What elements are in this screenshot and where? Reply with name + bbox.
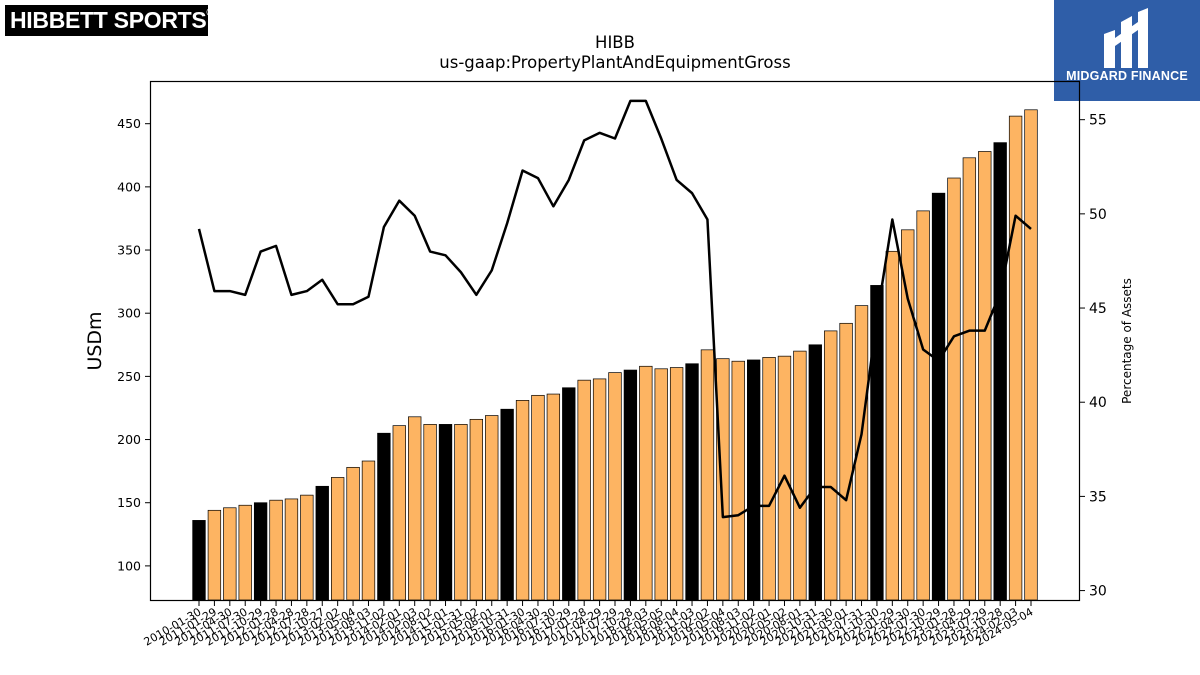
bar xyxy=(284,498,299,601)
y2-tick-label: 45 xyxy=(1089,301,1107,317)
bar xyxy=(438,424,453,601)
bar xyxy=(392,425,406,601)
bar xyxy=(207,509,222,601)
bar xyxy=(808,344,822,601)
bar xyxy=(731,360,745,601)
bar xyxy=(1024,109,1038,601)
percentage-of-assets-line xyxy=(197,99,1032,519)
bar xyxy=(824,330,838,601)
bar xyxy=(454,424,468,601)
bar xyxy=(654,368,668,601)
bar xyxy=(962,157,977,601)
bar xyxy=(485,415,499,601)
bar xyxy=(238,504,252,601)
midgard-finance-logo: MIDGARD FINANCE xyxy=(1054,0,1200,101)
y-tick-label: 150 xyxy=(117,495,141,510)
y-axis-label: USDm xyxy=(84,311,106,370)
bar xyxy=(885,250,900,601)
bar-series xyxy=(192,109,1038,601)
bar xyxy=(947,177,961,601)
left-axis-ticks: 100 150 200 250 300 350 400 450 xyxy=(117,116,151,573)
hibbett-logo-text: HIBBETT SPORTS xyxy=(10,7,207,33)
y-tick-label: 300 xyxy=(117,306,141,321)
bar xyxy=(515,400,530,601)
bar xyxy=(423,424,437,601)
bar xyxy=(916,210,930,601)
bar xyxy=(978,151,992,601)
y-tick-label: 200 xyxy=(117,432,141,447)
bar xyxy=(377,432,391,601)
bar xyxy=(716,358,730,601)
bar xyxy=(1008,115,1023,601)
chart-subtitle: us-gaap:PropertyPlantAndEquipmentGross xyxy=(439,53,790,72)
bar xyxy=(700,349,715,601)
y2-axis-label: Percentage of Assets xyxy=(1120,278,1134,404)
y-tick-label: 100 xyxy=(117,558,141,573)
bar xyxy=(839,322,853,601)
bar xyxy=(192,520,206,601)
midgard-finance-name: MIDGARD FINANCE xyxy=(1066,69,1188,83)
bar xyxy=(469,418,483,601)
y2-tick-label: 35 xyxy=(1089,489,1107,505)
y-tick-label: 250 xyxy=(117,369,141,384)
bar xyxy=(577,379,591,601)
y2-tick-label: 40 xyxy=(1089,395,1107,411)
bar xyxy=(623,369,638,601)
bar xyxy=(685,363,699,601)
bar xyxy=(408,416,422,601)
chart-title: HIBB xyxy=(595,33,635,52)
bar xyxy=(669,367,684,601)
registered-mark: ® xyxy=(206,7,215,19)
y2-tick-label: 50 xyxy=(1089,207,1107,223)
y-tick-label: 400 xyxy=(117,179,141,194)
bar xyxy=(531,394,545,601)
hibbett-sports-logo: HIBBETT SPORTS® xyxy=(5,5,215,36)
bar xyxy=(793,350,807,601)
bar xyxy=(315,485,329,601)
midgard-emblem-icon xyxy=(1104,8,1148,68)
bar xyxy=(993,142,1007,601)
bar xyxy=(500,408,514,601)
bar xyxy=(870,285,884,601)
right-axis-ticks: 30 35 40 45 50 55 xyxy=(1079,113,1107,600)
bar xyxy=(762,357,776,601)
bar xyxy=(361,460,376,601)
bar xyxy=(253,502,268,601)
bar xyxy=(592,378,607,601)
bar xyxy=(608,372,622,601)
bar xyxy=(346,466,360,601)
x-axis-ticks: 2010-01-302011-01-292011-04-302011-07-30… xyxy=(142,600,1036,649)
bar xyxy=(331,477,345,601)
y-tick-label: 450 xyxy=(117,116,141,131)
bar xyxy=(746,359,761,601)
bar xyxy=(300,494,314,601)
bar xyxy=(901,229,915,601)
y-tick-label: 350 xyxy=(117,243,141,258)
y2-tick-label: 30 xyxy=(1089,584,1107,600)
bar xyxy=(639,365,653,601)
bar xyxy=(269,499,283,601)
bar xyxy=(546,393,561,601)
y2-tick-label: 55 xyxy=(1089,113,1107,129)
bar xyxy=(562,387,576,601)
bar xyxy=(931,192,946,601)
bar xyxy=(223,507,237,601)
